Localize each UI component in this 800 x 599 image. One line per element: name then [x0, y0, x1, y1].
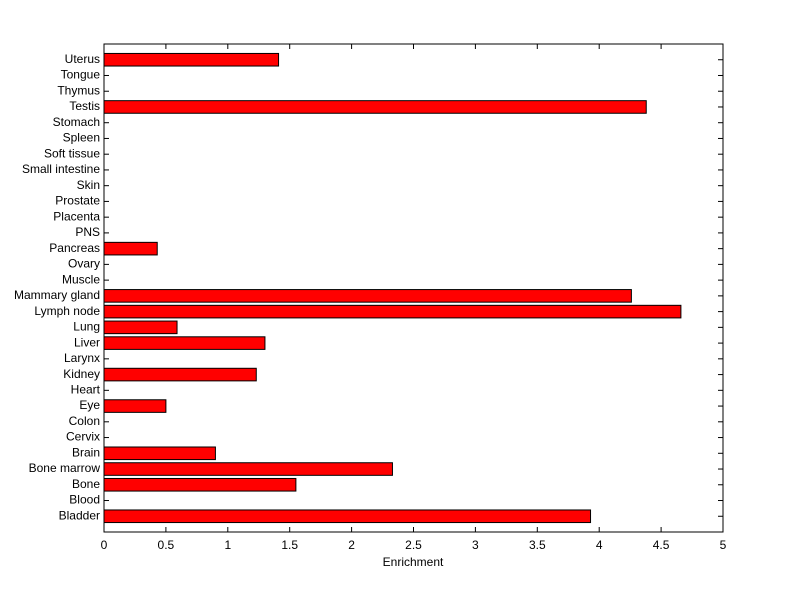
x-tick-label: 1.5 — [281, 538, 298, 552]
y-tick-label: Heart — [71, 382, 101, 396]
bar — [103, 367, 257, 382]
y-tick-label: Spleen — [63, 131, 100, 145]
y-tick-label: Small intestine — [22, 162, 100, 176]
y-tick-label: Ovary — [68, 257, 100, 271]
x-tick-label: 1 — [224, 538, 231, 552]
y-tick-label: Placenta — [53, 209, 100, 223]
y-tick-label: PNS — [75, 225, 100, 239]
bar — [103, 320, 178, 335]
y-tick-label: Prostate — [55, 194, 100, 208]
y-tick-label: Pancreas — [49, 241, 100, 255]
y-tick-label: Lymph node — [34, 304, 100, 318]
y-tick-label: Kidney — [63, 367, 100, 381]
x-tick-label: 3 — [472, 538, 479, 552]
x-tick-label: 4.5 — [653, 538, 670, 552]
x-tick-label: 3.5 — [529, 538, 546, 552]
y-tick-label: Thymus — [57, 83, 100, 97]
y-tick-label: Bone marrow — [29, 461, 101, 475]
y-tick-label: Uterus — [65, 52, 100, 66]
y-tick-label: Muscle — [62, 272, 100, 286]
y-tick-label: Blood — [69, 493, 100, 507]
y-tick-label: Larynx — [64, 351, 100, 365]
y-tick-label: Lung — [73, 320, 100, 334]
y-tick-label: Eye — [79, 398, 100, 412]
y-tick-label: Colon — [69, 414, 100, 428]
y-tick-label: Stomach — [53, 115, 100, 129]
x-axis-label: Enrichment — [383, 555, 444, 569]
bar — [103, 399, 167, 413]
bar — [103, 304, 682, 319]
y-tick-label: Skin — [77, 178, 100, 192]
x-tick-label: 0 — [101, 538, 108, 552]
bar — [103, 241, 158, 256]
x-tick-label: 2 — [348, 538, 355, 552]
bar — [103, 462, 393, 476]
y-tick-label: Liver — [74, 335, 100, 349]
bar — [103, 100, 647, 114]
y-tick-label: Mammary gland — [14, 288, 100, 302]
y-tick-label: Testis — [69, 99, 100, 113]
x-tick-label: 2.5 — [405, 538, 422, 552]
x-tick-label: 5 — [720, 538, 727, 552]
x-tick-label: 0.5 — [158, 538, 175, 552]
bar — [103, 289, 632, 303]
bar — [103, 477, 297, 492]
x-tick-label: 4 — [596, 538, 603, 552]
y-tick-label: Brain — [72, 445, 100, 459]
y-tick-label: Soft tissue — [44, 146, 100, 160]
y-tick-label: Bone — [72, 477, 100, 491]
bar — [103, 446, 216, 461]
bar — [103, 336, 266, 350]
y-tick-label: Tongue — [61, 68, 101, 82]
bar — [103, 509, 592, 524]
bar — [103, 52, 280, 67]
y-tick-label: Cervix — [66, 430, 100, 444]
y-tick-label: Bladder — [59, 508, 100, 522]
